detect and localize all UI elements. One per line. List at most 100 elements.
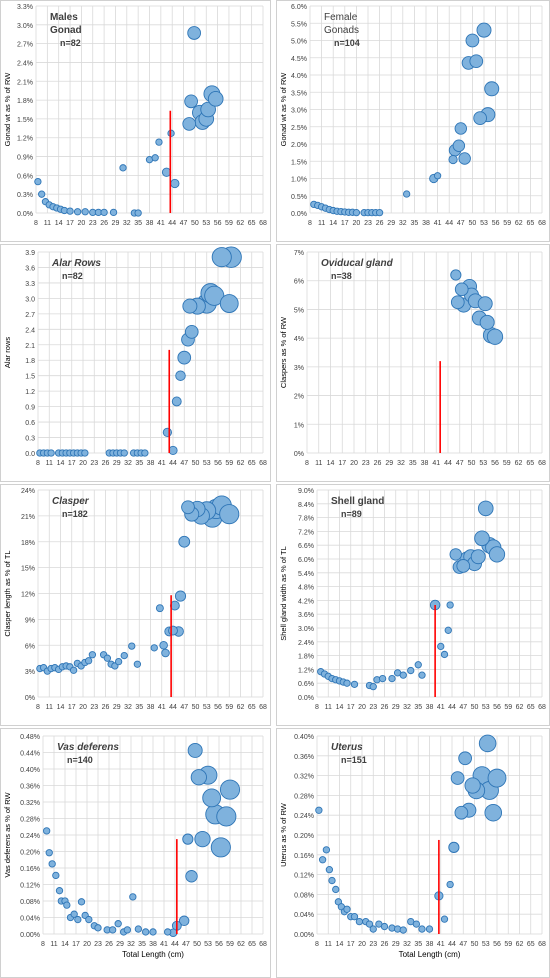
- data-point: [175, 370, 186, 381]
- data-point: [210, 837, 231, 858]
- x-tick-label: 14: [336, 941, 344, 948]
- y-tick-label: 2.4%: [17, 60, 33, 67]
- x-tick-label: 59: [225, 704, 233, 711]
- x-tick-label: 17: [68, 704, 76, 711]
- y-tick-label: 0.08%: [20, 899, 40, 906]
- x-tick-label: 26: [100, 220, 108, 227]
- data-point: [448, 154, 458, 165]
- x-tick-label: 68: [259, 220, 267, 227]
- y-tick-label: 0.48%: [20, 734, 40, 741]
- x-tick-label: 35: [414, 941, 422, 948]
- x-tick-label: 11: [315, 460, 322, 467]
- panel-frame: [276, 728, 550, 978]
- data-point: [207, 91, 224, 107]
- data-point: [332, 885, 340, 894]
- sample-size-label: n=104: [334, 38, 360, 48]
- y-tick-label: 0.24%: [294, 813, 314, 820]
- panel-uterus: 0.00% 0.04% 0.08% 0.12% 0.16% 0.20% 0.24% 0.28%…: [276, 728, 550, 978]
- data-point: [456, 559, 471, 573]
- data-point: [350, 680, 359, 689]
- y-tick-label: 5.4%: [298, 571, 314, 578]
- x-tick-label: 38: [147, 460, 155, 467]
- x-tick-label: 38: [422, 220, 430, 227]
- data-point: [355, 917, 364, 926]
- data-point: [399, 926, 407, 934]
- x-tick-label: 53: [479, 460, 487, 467]
- x-tick-label: 59: [504, 941, 512, 948]
- y-tick-label: 1.2%: [17, 136, 33, 143]
- data-point: [159, 640, 168, 650]
- x-tick-label: 44: [169, 704, 177, 711]
- data-point: [440, 650, 449, 659]
- data-point: [484, 803, 503, 822]
- data-point: [211, 247, 232, 268]
- y-tick-label: 0.6%: [298, 681, 314, 688]
- data-point: [476, 22, 492, 38]
- x-tick-label: 38: [146, 220, 154, 227]
- data-point: [470, 549, 486, 565]
- x-tick-label: 23: [94, 941, 102, 948]
- data-point: [94, 924, 102, 932]
- x-tick-label: 53: [482, 704, 490, 711]
- data-point: [161, 648, 170, 658]
- data-point: [350, 913, 359, 921]
- x-tick-label: 68: [538, 460, 546, 467]
- x-tick-label: 8: [36, 460, 40, 467]
- x-tick-label: 29: [116, 941, 124, 948]
- data-point: [141, 449, 149, 457]
- data-point: [407, 666, 415, 675]
- y-axis-title: Vas deferens as % of RW: [3, 791, 12, 877]
- panel-males-gonad: 0.0% 0.3% 0.6% 0.9% 1.2% 1.5% 1.8% 2.1% 2.4% 2.7%…: [0, 0, 271, 242]
- panel-title: Alar Rows: [51, 258, 101, 269]
- panel-title: Vas deferens: [57, 742, 119, 753]
- x-tick-label: 56: [493, 941, 501, 948]
- x-tick-label: 29: [392, 704, 400, 711]
- y-tick-label: 0.0%: [291, 211, 307, 218]
- panel-frame: [0, 484, 271, 726]
- x-tick-label: 59: [503, 460, 511, 467]
- x-tick-label: 35: [138, 941, 146, 948]
- x-tick-label: 65: [248, 460, 256, 467]
- y-tick-label: 3%: [25, 669, 35, 676]
- y-tick-label: 6.0%: [298, 557, 314, 564]
- data-point: [119, 164, 127, 172]
- data-point: [155, 138, 163, 146]
- data-point: [168, 625, 178, 636]
- x-tick-label: 56: [493, 704, 501, 711]
- data-point: [454, 282, 469, 297]
- x-tick-label: 23: [369, 704, 377, 711]
- y-tick-label: 0.44%: [20, 751, 40, 758]
- y-tick-label: 0.0%: [17, 211, 33, 218]
- y-tick-label: 1.5%: [291, 159, 307, 166]
- y-tick-label: 0.04%: [20, 916, 40, 923]
- data-point: [425, 925, 434, 933]
- data-point: [114, 657, 123, 666]
- x-tick-label: 26: [105, 941, 113, 948]
- x-tick-label: 32: [399, 220, 407, 227]
- y-tick-label: 0.0: [25, 451, 35, 458]
- x-tick-label: 8: [41, 941, 45, 948]
- x-tick-label: 68: [259, 704, 267, 711]
- data-point: [375, 209, 384, 217]
- y-tick-label: 0.36%: [294, 754, 314, 761]
- x-tick-label: 26: [374, 460, 382, 467]
- x-tick-label: 65: [527, 704, 535, 711]
- data-point: [418, 671, 426, 679]
- x-tick-label: 65: [248, 941, 256, 948]
- data-point: [315, 806, 323, 814]
- x-tick-label: 26: [381, 941, 389, 948]
- y-tick-label: 2.5%: [291, 125, 307, 132]
- y-tick-label: 3.6%: [298, 612, 314, 619]
- data-point: [178, 915, 190, 927]
- y-tick-label: 6.0%: [291, 4, 307, 11]
- data-point: [454, 122, 468, 135]
- x-tick-label: 32: [403, 704, 411, 711]
- data-point: [77, 898, 86, 906]
- x-tick-label: 20: [78, 220, 86, 227]
- data-point: [171, 396, 182, 407]
- x-tick-label: 65: [527, 941, 535, 948]
- y-tick-label: 3.0%: [17, 23, 33, 30]
- data-point: [168, 445, 178, 456]
- y-tick-label: 0.00%: [20, 932, 40, 939]
- y-tick-label: 0.16%: [294, 853, 314, 860]
